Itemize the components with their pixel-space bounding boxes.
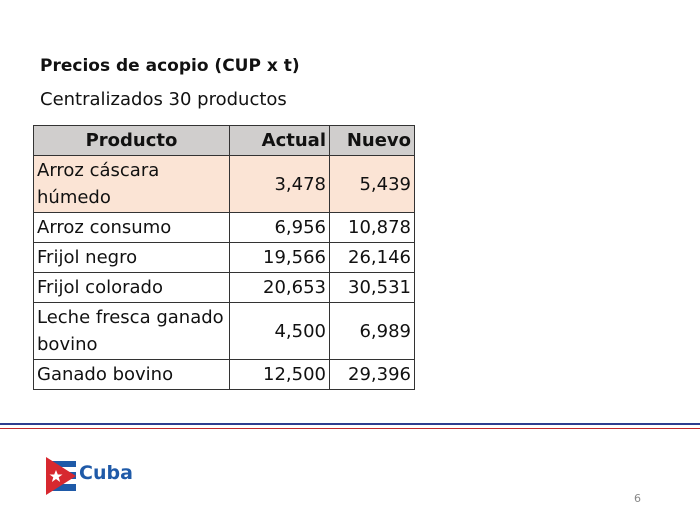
table-cell: Leche fresca ganado bovino (33, 302, 230, 360)
subtitle: Centralizados 30 productos (40, 89, 287, 110)
divider (0, 423, 700, 425)
header-cell: Nuevo (329, 125, 415, 156)
price-table: Producto Actual Nuevo Arroz cáscara húmedo… (33, 125, 415, 390)
divider (0, 428, 700, 429)
table-cell: Frijol colorado (33, 272, 230, 303)
table-cell: 19,566 (229, 242, 330, 273)
logo-icon (46, 457, 76, 495)
table-cell: Arroz cáscara húmedo (33, 155, 230, 213)
flag-star (49, 470, 63, 482)
table-cell: 12,500 (229, 359, 330, 390)
table-row: Arroz consumo 6,956 10,878 (33, 212, 415, 243)
table-cell: 5,439 (329, 155, 415, 213)
logo-text: Cuba (79, 462, 133, 484)
table-cell: 3,478 (229, 155, 330, 213)
table-cell: 26,146 (329, 242, 415, 273)
table-row: Frijol colorado 20,653 30,531 (33, 272, 415, 303)
table-row: Arroz cáscara húmedo 3,478 5,439 (33, 155, 415, 213)
table-cell: 6,989 (329, 302, 415, 360)
header-cell: Actual (229, 125, 330, 156)
table-cell: 10,878 (329, 212, 415, 243)
table-cell: Arroz consumo (33, 212, 230, 243)
table-cell: 20,653 (229, 272, 330, 303)
table-cell: 29,396 (329, 359, 415, 390)
header-row: Producto Actual Nuevo (33, 125, 415, 156)
table-body: Arroz cáscara húmedo 3,478 5,439 Arroz cons… (33, 155, 415, 390)
table-row: Ganado bovino 12,500 29,396 (33, 359, 415, 390)
table-cell: 6,956 (229, 212, 330, 243)
table-cell: 4,500 (229, 302, 330, 360)
table-cell: 30,531 (329, 272, 415, 303)
header-cell: Producto (33, 125, 230, 156)
flag-triangle (46, 457, 76, 495)
table-row: Leche fresca ganado bovino 4,500 6,989 (33, 302, 415, 360)
table-cell: Ganado bovino (33, 359, 230, 390)
page-number: 6 (634, 492, 641, 505)
table-cell: Frijol negro (33, 242, 230, 273)
title: Precios de acopio (CUP x t) (40, 56, 300, 76)
table-row: Frijol negro 19,566 26,146 (33, 242, 415, 273)
